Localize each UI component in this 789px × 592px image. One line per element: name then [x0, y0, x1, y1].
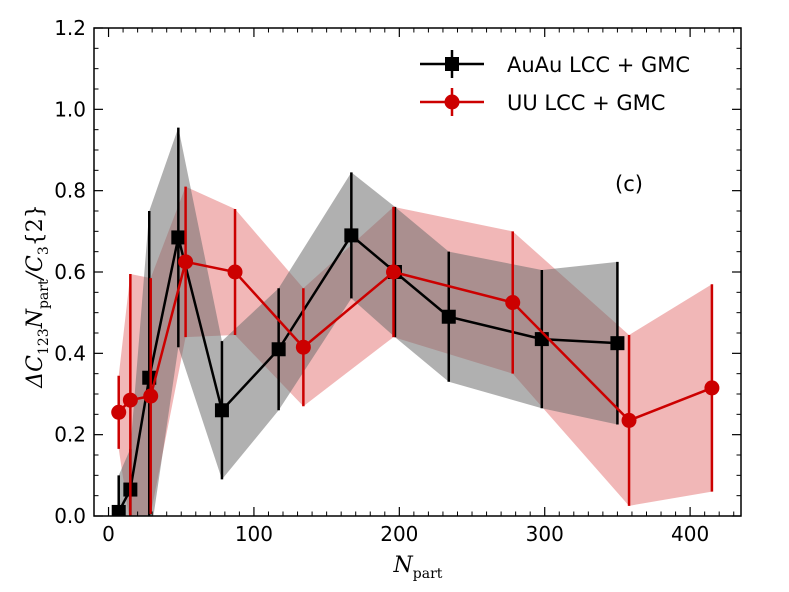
data-point-auau	[534, 332, 549, 347]
band-auau	[118, 127, 618, 516]
x-tick-label: 200	[380, 522, 418, 546]
data-point-uu	[386, 264, 402, 280]
y-tick-label: 0.2	[54, 423, 86, 447]
data-point-uu	[295, 339, 311, 355]
legend-label-uu: UU LCC + GMC	[507, 91, 665, 115]
y-tick-label: 0.6	[54, 260, 86, 284]
x-tick-label: 0	[102, 522, 115, 546]
data-point-uu	[704, 380, 720, 396]
y-axis-label: ΔC123Npart/C3{2}	[23, 204, 52, 389]
y-tick-label: 1.0	[54, 97, 86, 121]
data-point-auau	[344, 228, 359, 243]
legend-label-auau: AuAu LCC + GMC	[507, 53, 690, 77]
legend-entry-auau: AuAu LCC + GMC	[420, 50, 690, 78]
data-point-uu	[111, 404, 127, 420]
data-point-auau	[171, 230, 186, 245]
x-tick-label: 100	[235, 522, 273, 546]
panel-label: (c)	[615, 172, 643, 196]
y-tick-label: 0.0	[54, 504, 86, 528]
data-point-auau	[271, 342, 286, 357]
y-tick-label: 0.4	[54, 341, 86, 365]
data-point-auau	[214, 403, 229, 418]
band-uu	[118, 186, 712, 516]
data-point-uu	[621, 412, 637, 428]
data-point-uu	[505, 295, 521, 310]
x-axis-label: Npart	[393, 553, 443, 582]
plot-area	[111, 127, 720, 516]
x-tick-label: 300	[526, 522, 564, 546]
data-point-auau	[441, 309, 456, 324]
data-point-uu	[178, 254, 194, 270]
y-tick-label: 1.2	[54, 16, 86, 40]
legend-circle-marker	[444, 94, 460, 110]
data-point-auau	[142, 370, 157, 385]
data-point-auau	[111, 504, 126, 516]
data-point-uu	[143, 388, 159, 404]
data-point-auau	[610, 336, 625, 351]
axis-ticks: 0 100 200 300 400 0.0 0.2 0.4 0.6 0.8 1.0 1.2	[54, 16, 741, 546]
y-tick-label: 0.8	[54, 179, 86, 203]
legend-square-marker	[445, 57, 459, 71]
legend: AuAu LCC + GMC UU LCC + GMC	[420, 50, 690, 116]
x-tick-label: 400	[671, 522, 709, 546]
data-point-uu	[227, 264, 243, 280]
legend-entry-uu: UU LCC + GMC	[420, 88, 665, 116]
series-line-uu	[117, 260, 713, 422]
data-point-uu	[122, 392, 138, 408]
